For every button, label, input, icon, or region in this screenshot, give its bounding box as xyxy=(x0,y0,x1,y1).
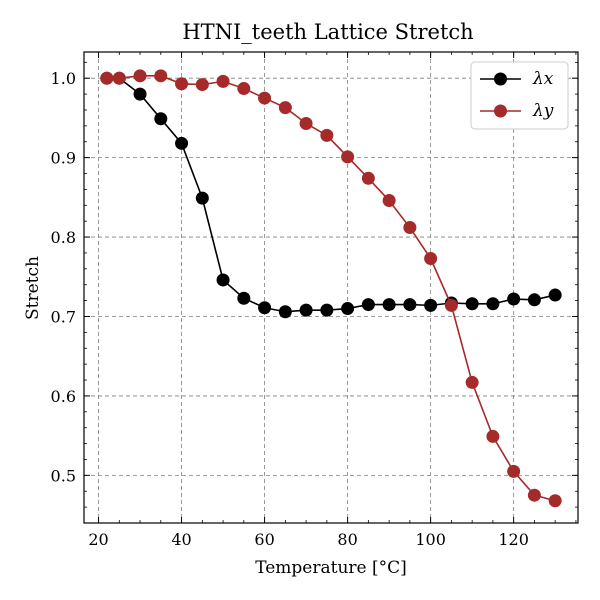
data-point xyxy=(507,292,521,306)
data-point xyxy=(382,298,396,312)
grid xyxy=(84,52,578,523)
data-point xyxy=(486,297,500,311)
data-point xyxy=(299,303,313,317)
legend-marker xyxy=(494,72,507,86)
data-point xyxy=(278,101,292,115)
data-point xyxy=(527,293,541,307)
x-tick-label: 80 xyxy=(337,530,357,549)
data-point xyxy=(320,303,334,317)
x-axis-label: Temperature [°C] xyxy=(255,558,407,578)
data-point xyxy=(341,150,355,164)
data-point xyxy=(133,69,147,83)
y-tick-label: 0.5 xyxy=(51,466,76,485)
data-point xyxy=(216,74,230,88)
data-point xyxy=(403,298,417,312)
data-point xyxy=(486,429,500,443)
legend-box xyxy=(470,61,569,130)
data-point xyxy=(444,298,458,312)
legend-label: λy xyxy=(532,101,554,121)
data-point xyxy=(382,194,396,208)
data-point xyxy=(341,302,355,316)
y-tick-label: 0.6 xyxy=(51,387,76,406)
y-tick-label: 0.8 xyxy=(51,228,76,247)
data-point xyxy=(548,494,562,508)
data-point xyxy=(424,298,438,312)
legend-label: λx xyxy=(532,69,554,89)
series-layer xyxy=(100,69,562,508)
data-point xyxy=(424,252,438,266)
y-tick-label: 0.9 xyxy=(51,149,76,168)
data-point xyxy=(100,71,114,85)
data-point xyxy=(175,77,189,91)
data-point xyxy=(237,82,251,96)
x-tick-label: 40 xyxy=(171,530,191,549)
axis-ticks: 20 40 60 80 100 120 0.5 0.6 0.7 0.8 0.9 1.0 xyxy=(51,52,578,549)
x-tick-label: 120 xyxy=(498,530,529,549)
data-point xyxy=(299,116,313,130)
data-point xyxy=(278,305,292,319)
data-point xyxy=(154,69,168,83)
data-point xyxy=(465,297,479,311)
legend-marker xyxy=(494,104,507,118)
legend: λx λy xyxy=(470,61,569,130)
data-point xyxy=(465,375,479,389)
y-tick-label: 0.7 xyxy=(51,307,76,326)
data-point xyxy=(361,298,375,312)
data-point xyxy=(195,78,209,92)
x-tick-label: 60 xyxy=(254,530,274,549)
data-point xyxy=(258,91,272,105)
data-point xyxy=(361,171,375,185)
data-point xyxy=(195,191,209,205)
data-point xyxy=(112,71,126,85)
x-tick-label: 20 xyxy=(88,530,108,549)
data-point xyxy=(258,301,272,315)
y-axis-label: Stretch xyxy=(23,256,43,320)
data-point xyxy=(154,112,168,126)
data-point xyxy=(320,128,334,142)
plot-frame xyxy=(83,51,579,524)
x-tick-label: 100 xyxy=(415,530,446,549)
y-tick-label: 1.0 xyxy=(51,69,76,88)
data-point xyxy=(133,87,147,101)
chart-title: HTNI_teeth Lattice Stretch xyxy=(182,20,473,44)
data-point xyxy=(527,488,541,502)
data-point xyxy=(175,136,189,150)
data-point xyxy=(507,464,521,478)
data-point xyxy=(216,273,230,287)
data-point xyxy=(237,291,251,305)
data-point xyxy=(403,221,417,235)
data-point xyxy=(548,288,562,302)
